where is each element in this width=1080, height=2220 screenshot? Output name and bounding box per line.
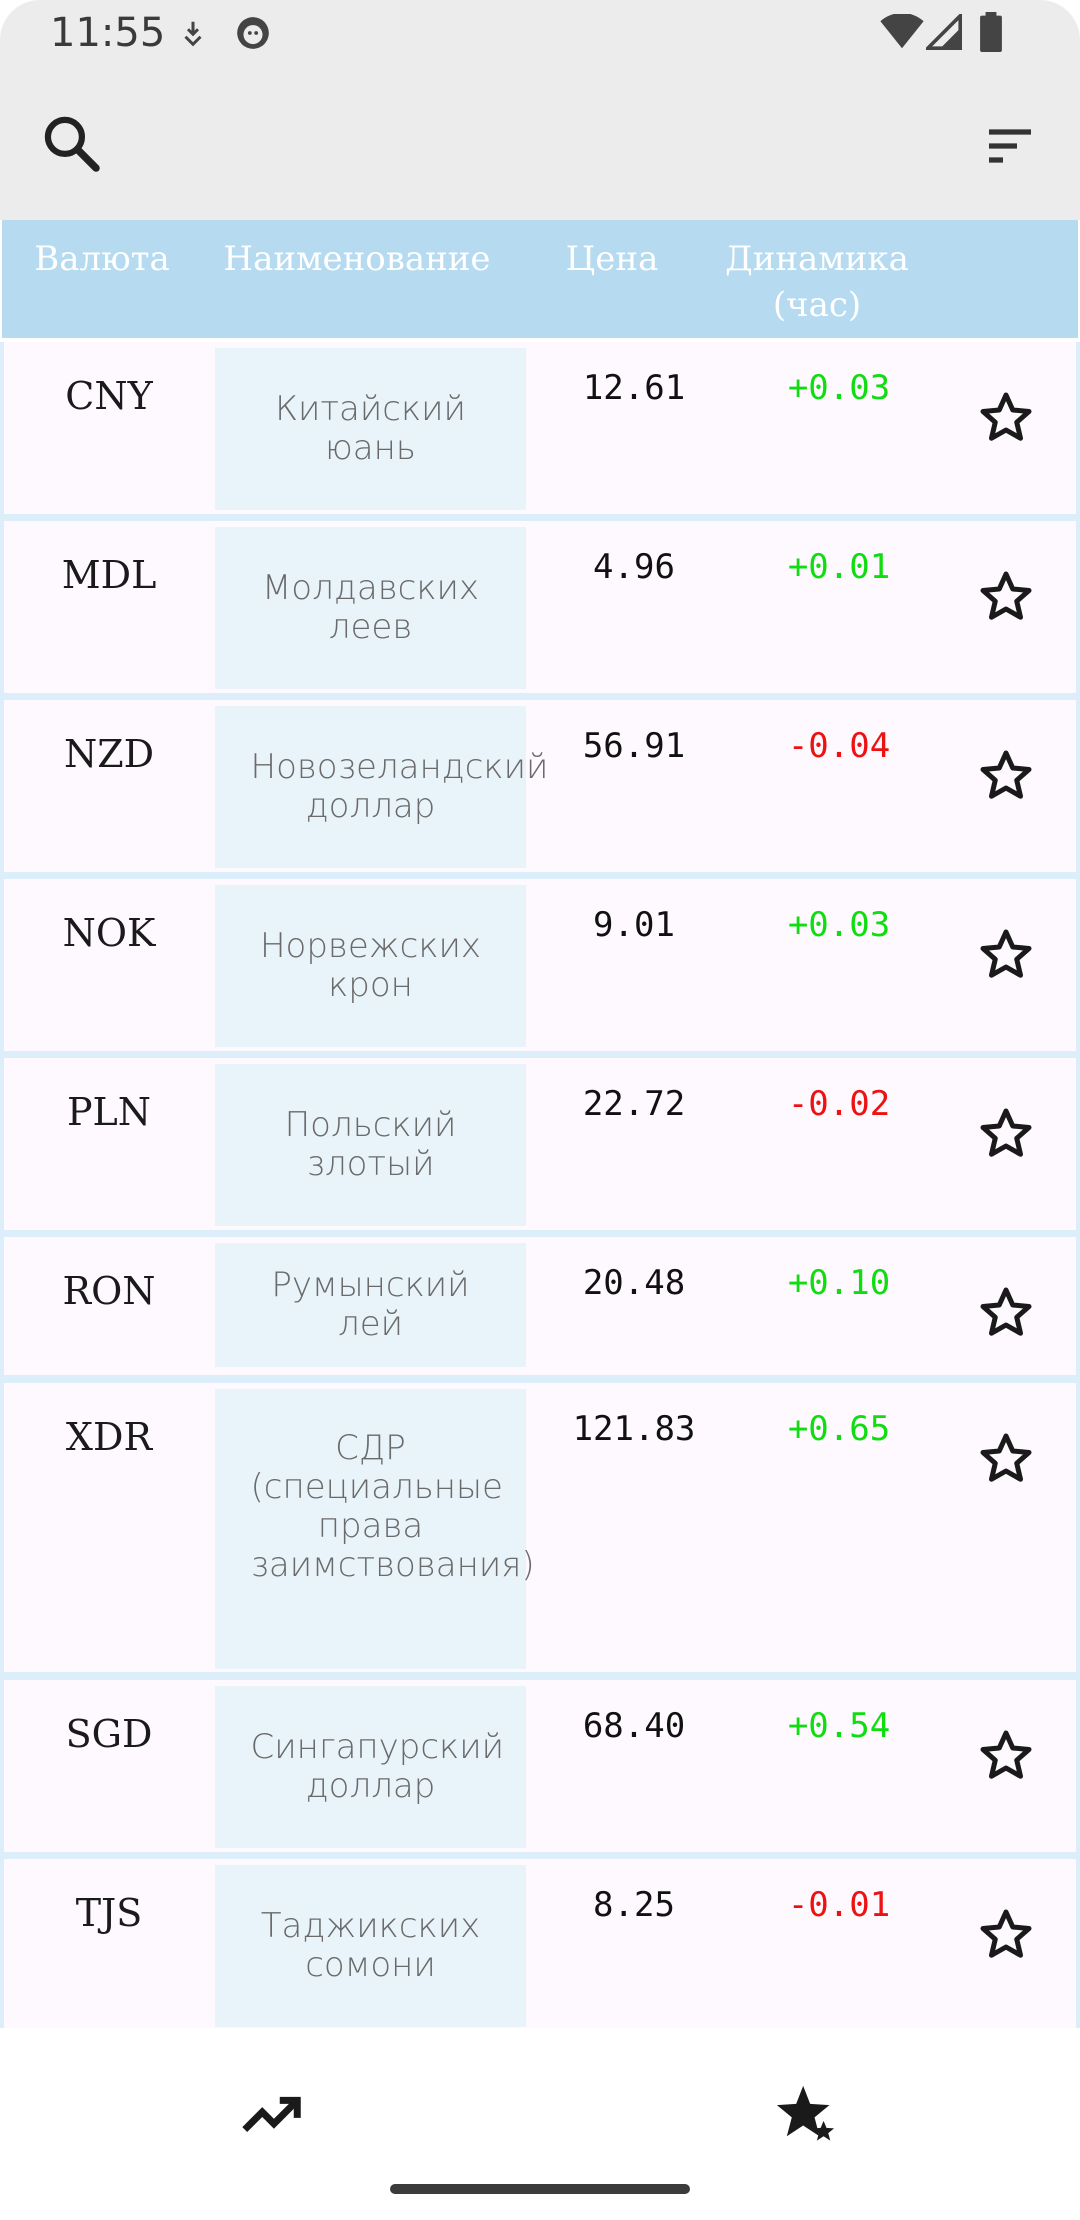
currency-change: +0.03 xyxy=(787,905,891,945)
star-outline-icon xyxy=(980,929,1032,978)
currency-change: +0.01 xyxy=(787,547,891,587)
currency-name-box: Норвежских крон xyxy=(215,885,526,1047)
header-change-unit: (час) xyxy=(772,285,862,325)
status-time: 11:55 xyxy=(50,10,166,56)
currency-price: 9.01 xyxy=(593,905,675,945)
star-outline-icon xyxy=(980,1433,1032,1482)
currency-row[interactable]: CNY Китайский юань 12.61 +0.03 xyxy=(4,342,1076,514)
app-bar xyxy=(0,66,1080,220)
currency-row[interactable]: PLN Польский злотый 22.72 -0.02 xyxy=(4,1058,1076,1230)
currency-row[interactable]: MDL Молдавских леев 4.96 +0.01 xyxy=(4,521,1076,693)
header-name: Наименование xyxy=(223,239,491,279)
star-outline-icon xyxy=(980,571,1032,620)
header-change: Динамика (час) xyxy=(712,236,922,328)
currency-name-box: Сингапурский доллар xyxy=(215,1686,526,1848)
download-status-icon xyxy=(178,18,208,52)
favorite-button[interactable] xyxy=(976,1104,1036,1164)
star-outline-icon xyxy=(980,750,1032,799)
currency-price: 121.83 xyxy=(572,1409,696,1449)
star-outline-icon xyxy=(980,1287,1032,1336)
currency-change: -0.01 xyxy=(787,1885,891,1925)
currency-name: Новозеландский доллар xyxy=(250,747,549,826)
currency-name: Норвежских крон xyxy=(259,926,482,1005)
currency-name-box: Польский злотый xyxy=(215,1064,526,1226)
stars-icon xyxy=(776,2085,835,2141)
bottom-navigation xyxy=(0,2028,1080,2220)
currency-row[interactable]: NZD Новозеландский доллар 56.91 -0.04 xyxy=(4,700,1076,872)
battery-icon xyxy=(980,12,1002,56)
sort-icon xyxy=(989,129,1031,163)
star-outline-icon xyxy=(980,1909,1032,1958)
star-outline-icon xyxy=(980,392,1032,441)
currency-name: Румынский лей xyxy=(271,1265,470,1344)
currency-row[interactable]: SGD Сингапурский доллар 68.40 +0.54 xyxy=(4,1680,1076,1852)
currency-name: Молдавских леев xyxy=(261,568,480,647)
currency-name-box: Таджикских сомони xyxy=(215,1865,526,2027)
currency-price: 4.96 xyxy=(593,547,675,587)
currency-name-box: Румынский лей xyxy=(215,1243,526,1367)
favorite-button[interactable] xyxy=(976,1429,1036,1489)
currency-row[interactable]: RON Румынский лей 20.48 +0.10 xyxy=(4,1237,1076,1375)
currency-name: Китайский юань xyxy=(275,389,466,468)
wifi-icon xyxy=(880,12,924,54)
currency-row[interactable]: TJS Таджикских сомони 8.25 -0.01 xyxy=(4,1859,1076,2028)
currency-code: MDL xyxy=(61,553,157,597)
header-currency: Валюта xyxy=(34,239,170,279)
header-change-label: Динамика xyxy=(725,239,909,279)
currency-price: 20.48 xyxy=(582,1263,686,1303)
currency-change: -0.02 xyxy=(787,1084,891,1124)
favorite-button[interactable] xyxy=(976,925,1036,985)
nav-rates-button[interactable] xyxy=(236,2080,306,2150)
trending-up-icon xyxy=(242,2096,301,2133)
star-outline-icon xyxy=(980,1108,1032,1157)
header-price: Цена xyxy=(565,239,659,279)
currency-row[interactable]: XDR СДР (специальные права заимствования… xyxy=(4,1383,1076,1672)
currency-list[interactable]: CNY Китайский юань 12.61 +0.03 MDL Молда… xyxy=(0,342,1080,2028)
favorite-button[interactable] xyxy=(976,1726,1036,1786)
currency-code: TJS xyxy=(75,1891,143,1935)
currency-name: Таджикских сомони xyxy=(260,1906,481,1985)
currency-name-box: Новозеландский доллар xyxy=(215,706,549,868)
currency-name: СДР (специальные права заимствования) xyxy=(250,1428,535,1585)
favorite-button[interactable] xyxy=(976,567,1036,627)
favorite-button[interactable] xyxy=(976,1905,1036,1965)
search-icon xyxy=(44,116,100,172)
currency-change: -0.04 xyxy=(787,726,891,766)
status-bar: 11:55 xyxy=(0,0,1080,66)
currency-change: +0.10 xyxy=(787,1263,891,1303)
currency-name-box: СДР (специальные права заимствования) xyxy=(215,1389,535,1669)
sort-button[interactable] xyxy=(982,118,1038,174)
currency-price: 22.72 xyxy=(582,1084,686,1124)
star-outline-icon xyxy=(980,1730,1032,1779)
currency-code: XDR xyxy=(65,1415,153,1459)
currency-code: SGD xyxy=(65,1712,153,1756)
home-indicator[interactable] xyxy=(390,2184,690,2194)
app-notification-icon xyxy=(234,14,272,56)
favorite-button[interactable] xyxy=(976,1283,1036,1343)
currency-name: Польский злотый xyxy=(284,1105,457,1184)
currency-change: +0.65 xyxy=(787,1409,891,1449)
currency-name-box: Китайский юань xyxy=(215,348,526,510)
currency-name: Сингапурский доллар xyxy=(250,1727,505,1806)
currency-price: 56.91 xyxy=(582,726,686,766)
currency-price: 8.25 xyxy=(593,1885,675,1925)
currency-change: +0.54 xyxy=(787,1706,891,1746)
currency-row[interactable]: NOK Норвежских крон 9.01 +0.03 xyxy=(4,879,1076,1051)
search-button[interactable] xyxy=(38,110,106,178)
table-header: Валюта Наименование Цена Динамика (час) xyxy=(2,220,1078,338)
favorite-button[interactable] xyxy=(976,746,1036,806)
currency-code: NOK xyxy=(62,911,156,955)
currency-price: 68.40 xyxy=(582,1706,686,1746)
currency-code: CNY xyxy=(65,374,153,418)
nav-favorites-button[interactable] xyxy=(774,2080,844,2150)
currency-code: NZD xyxy=(63,732,155,776)
currency-code: RON xyxy=(62,1269,156,1313)
currency-name-box: Молдавских леев xyxy=(215,527,526,689)
signal-icon xyxy=(923,11,962,54)
currency-change: +0.03 xyxy=(787,368,891,408)
currency-code: PLN xyxy=(66,1090,152,1134)
favorite-button[interactable] xyxy=(976,388,1036,448)
currency-price: 12.61 xyxy=(582,368,686,408)
